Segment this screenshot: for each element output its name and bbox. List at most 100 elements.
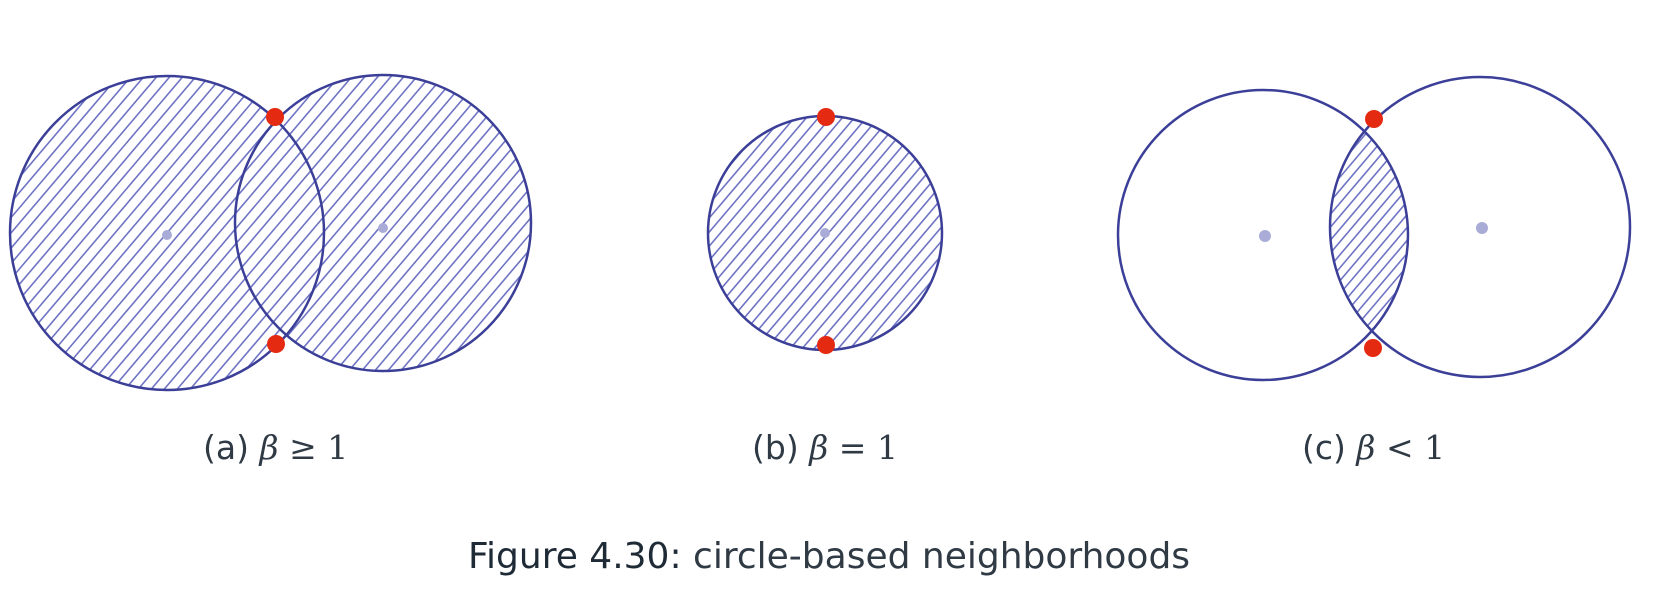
- panel-c-top-point: [1365, 110, 1383, 128]
- hatch-line: [1429, 100, 1658, 370]
- hatch-line: [323, 75, 531, 390]
- hatch-line: [1451, 100, 1658, 370]
- hatch-line: [708, 116, 895, 350]
- panel-a-bottom-point: [267, 335, 285, 353]
- hatch-line: [167, 75, 458, 390]
- hatch-line: [10, 75, 172, 390]
- panel-a-diagram: [0, 60, 834, 400]
- panel-b-label: (b): [752, 428, 799, 467]
- hatch-line: [102, 75, 393, 390]
- hatch-line: [708, 116, 883, 350]
- hatch-line: [10, 75, 250, 390]
- panel-b-value: 1: [876, 428, 898, 467]
- hatch-line: [1330, 99, 1408, 371]
- hatch-line: [0, 60, 2, 400]
- hatch-line: [10, 75, 120, 390]
- hatch-line: [1099, 100, 1329, 370]
- hatch-line: [180, 75, 471, 390]
- panel-a-top-point: [266, 108, 284, 126]
- hatch-line: [1330, 99, 1408, 371]
- hatch-line: [424, 100, 654, 370]
- hatch-line: [903, 116, 942, 350]
- hatch-line: [708, 116, 919, 350]
- hatch-line: [708, 116, 835, 350]
- hatch-line: [708, 116, 715, 350]
- panel-a-label: (a): [203, 428, 249, 467]
- hatch-line: [436, 100, 666, 370]
- panel-a-left-center: [162, 230, 172, 240]
- panel-c-symbol: β: [1356, 428, 1376, 467]
- panel-a-symbol: β: [259, 428, 279, 467]
- hatch-line: [310, 75, 531, 390]
- hatch-line: [10, 75, 133, 390]
- hatch-line: [708, 116, 859, 350]
- hatch-line: [759, 116, 942, 350]
- hatch-line: [1330, 99, 1408, 371]
- hatch-line: [819, 116, 942, 350]
- panel-b-center: [820, 228, 830, 238]
- hatch-line: [206, 75, 497, 390]
- hatch-line: [10, 75, 42, 390]
- hatch-line: [708, 116, 907, 350]
- hatch-line: [545, 60, 834, 400]
- hatch-line: [1330, 99, 1374, 371]
- hatch-line: [708, 116, 799, 350]
- hatch-line: [349, 75, 531, 390]
- hatch-line: [939, 116, 942, 350]
- panel-c-value: 1: [1424, 428, 1446, 467]
- hatch-line: [1330, 99, 1408, 371]
- hatch-line: [11, 75, 302, 390]
- hatch-line: [1022, 100, 1252, 370]
- hatch-line: [10, 75, 146, 390]
- hatch-line: [1000, 100, 1230, 370]
- hatch-line: [1088, 100, 1318, 370]
- panel-c-relation: <: [1385, 428, 1414, 467]
- hatch-line: [771, 116, 942, 350]
- panel-a-hatching: [0, 60, 834, 400]
- panel-a-relation: ≥: [289, 428, 317, 467]
- hatch-line: [879, 116, 942, 350]
- hatch-line: [1362, 99, 1408, 371]
- hatch-line: [532, 60, 821, 400]
- panel-a-right-circle: [233, 73, 533, 373]
- panel-b-relation: =: [838, 428, 867, 467]
- hatch-line: [735, 116, 942, 350]
- hatch-line: [479, 75, 531, 390]
- hatch-line: [708, 116, 739, 350]
- hatch-line: [1330, 99, 1396, 371]
- hatch-line: [1330, 99, 1408, 371]
- panel-c-caption: (c) β < 1: [1302, 428, 1445, 467]
- hatch-line: [10, 75, 198, 390]
- hatch-line: [154, 75, 445, 390]
- hatch-line: [708, 116, 847, 350]
- hatch-line: [708, 116, 823, 350]
- hatch-line: [76, 75, 367, 390]
- hatch-line: [448, 100, 678, 370]
- hatch-line: [10, 75, 289, 390]
- hatch-line: [460, 100, 690, 370]
- hatch-line: [1044, 100, 1274, 370]
- hatch-line: [855, 116, 942, 350]
- hatch-line: [807, 116, 942, 350]
- hatch-line: [708, 116, 811, 350]
- hatch-line: [1330, 99, 1407, 371]
- hatch-line: [427, 75, 531, 390]
- hatch-line: [258, 75, 531, 390]
- hatch-line: [891, 116, 942, 350]
- hatch-line: [831, 116, 942, 350]
- hatch-line: [388, 75, 531, 390]
- figure-caption-text: circle-based neighborhoods: [693, 536, 1191, 577]
- panel-c-bottom-point: [1364, 339, 1382, 357]
- hatch-line: [245, 75, 531, 390]
- hatch-line: [453, 75, 531, 390]
- hatch-line: [915, 116, 942, 350]
- hatch-line: [1055, 100, 1285, 370]
- hatch-line: [708, 116, 775, 350]
- hatch-line: [927, 116, 942, 350]
- hatch-line: [505, 75, 531, 390]
- hatch-line: [952, 100, 1182, 370]
- hatch-line: [1330, 99, 1408, 371]
- panel-c-label: (c): [1302, 428, 1346, 467]
- panel-a-right-center: [378, 223, 388, 233]
- figure-caption-label: Figure 4.30:: [467, 536, 682, 577]
